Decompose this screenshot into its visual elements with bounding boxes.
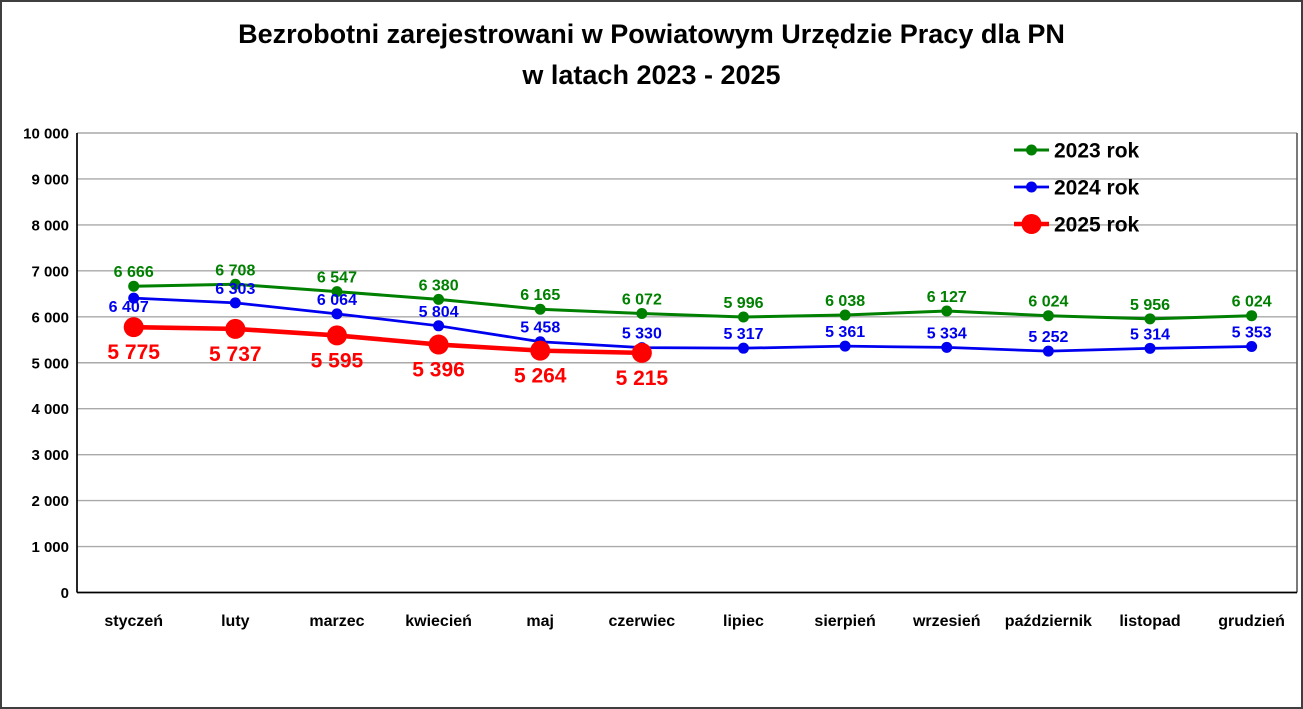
data-point-2023-rok xyxy=(636,307,648,319)
legend-marker-dot xyxy=(1026,144,1037,156)
y-axis-tick-label: 1 000 xyxy=(31,539,69,556)
data-label-2023-rok: 6 024 xyxy=(1028,294,1068,311)
data-label-2023-rok: 6 666 xyxy=(114,264,154,281)
data-label-2024-rok: 6 064 xyxy=(317,292,357,309)
data-point-2023-rok xyxy=(737,311,749,323)
data-label-2024-rok: 5 353 xyxy=(1232,325,1272,342)
data-label-2025-rok: 5 595 xyxy=(311,349,364,372)
x-axis-label: czerwiec xyxy=(608,613,675,630)
data-label-2023-rok: 5 956 xyxy=(1130,297,1170,314)
data-point-2025-rok xyxy=(123,317,144,338)
data-label-2023-rok: 6 072 xyxy=(622,291,662,308)
data-label-2025-rok: 5 396 xyxy=(412,359,465,382)
data-point-2024-rok xyxy=(331,308,343,320)
data-point-2024-rok xyxy=(737,342,749,354)
y-axis-tick-label: 6 000 xyxy=(31,309,69,326)
x-axis-label: listopad xyxy=(1119,613,1180,630)
data-point-2023-rok xyxy=(1246,310,1258,322)
legend-label: 2023 rok xyxy=(1054,140,1140,163)
data-label-2024-rok: 5 458 xyxy=(520,320,560,337)
data-point-2024-rok xyxy=(229,297,241,309)
data-label-2025-rok: 5 775 xyxy=(107,341,160,364)
chart-title-line2: w latach 2023 - 2025 xyxy=(522,60,781,90)
data-label-2023-rok: 6 547 xyxy=(317,270,357,287)
data-label-2025-rok: 5 264 xyxy=(514,365,567,388)
data-point-2024-rok xyxy=(128,292,140,304)
data-point-2025-rok xyxy=(326,325,347,346)
data-point-2024-rok xyxy=(433,320,445,332)
data-label-2024-rok: 5 334 xyxy=(927,325,967,342)
x-axis-label: styczeń xyxy=(104,613,163,630)
data-label-2023-rok: 6 165 xyxy=(520,287,560,304)
data-point-2024-rok xyxy=(941,341,953,353)
data-point-2023-rok xyxy=(128,280,140,292)
data-point-2023-rok xyxy=(433,293,445,305)
data-label-2024-rok: 5 317 xyxy=(723,326,763,343)
series-line-2025-rok xyxy=(133,324,642,356)
y-axis-tick-label: 4 000 xyxy=(31,401,69,418)
legend-item-2025-rok: 2025 rok xyxy=(1014,214,1140,237)
data-point-2025-rok xyxy=(631,342,652,363)
data-point-2023-rok xyxy=(534,303,546,315)
legend-label: 2025 rok xyxy=(1054,214,1140,237)
legend-item-2024-rok: 2024 rok xyxy=(1014,177,1140,200)
x-axis-label: wrzesień xyxy=(912,613,981,630)
data-point-2023-rok xyxy=(1144,313,1156,325)
data-label-2024-rok: 5 314 xyxy=(1130,326,1170,343)
data-point-2024-rok xyxy=(1042,345,1054,357)
x-axis-label: kwiecień xyxy=(405,613,472,630)
legend-marker-dot xyxy=(1021,214,1042,234)
data-label-2024-rok: 5 330 xyxy=(622,326,662,343)
x-axis-label: sierpień xyxy=(814,613,875,630)
data-point-2024-rok xyxy=(1246,341,1258,353)
data-point-2025-rok xyxy=(530,340,551,361)
data-point-2023-rok xyxy=(839,309,851,321)
data-label-2023-rok: 6 708 xyxy=(215,262,255,279)
data-label-2023-rok: 5 996 xyxy=(723,295,763,312)
chart-title-line1: Bezrobotni zarejestrowani w Powiatowym U… xyxy=(238,19,1065,49)
y-axis-tick-label: 2 000 xyxy=(31,493,69,510)
data-label-2024-rok: 5 804 xyxy=(419,304,459,321)
series-line-2024-rok xyxy=(133,296,1252,353)
y-axis-tick-label: 8 000 xyxy=(31,217,69,234)
data-label-2025-rok: 5 737 xyxy=(209,343,262,366)
data-label-2024-rok: 5 252 xyxy=(1028,329,1068,346)
data-label-2023-rok: 6 038 xyxy=(825,293,865,310)
data-label-2023-rok: 6 024 xyxy=(1232,294,1272,311)
x-axis-label: lipiec xyxy=(723,613,764,630)
data-point-2023-rok xyxy=(331,286,343,298)
data-label-2023-rok: 6 380 xyxy=(419,277,459,294)
y-axis-tick-label: 7 000 xyxy=(31,263,69,280)
legend-marker-dot xyxy=(1026,181,1037,193)
data-point-2023-rok xyxy=(229,278,241,290)
data-point-2025-rok xyxy=(428,334,449,355)
legend-item-2023-rok: 2023 rok xyxy=(1014,140,1140,163)
series-line-2023-rok xyxy=(133,282,1252,321)
x-axis-label: maj xyxy=(526,613,554,630)
data-label-2024-rok: 6 407 xyxy=(109,299,149,316)
y-axis-tick-label: 10 000 xyxy=(23,126,69,143)
data-label-2024-rok: 5 361 xyxy=(825,324,865,341)
y-axis-tick-label: 5 000 xyxy=(31,355,69,372)
data-point-2024-rok xyxy=(1144,342,1156,354)
data-point-2023-rok xyxy=(1042,310,1054,322)
data-label-2025-rok: 5 215 xyxy=(616,367,669,390)
x-axis-label: luty xyxy=(221,613,250,630)
data-label-2023-rok: 6 127 xyxy=(927,289,967,306)
x-axis-label: październik xyxy=(1005,613,1092,630)
x-axis-label: marzec xyxy=(309,613,364,630)
data-point-2023-rok xyxy=(941,305,953,317)
data-point-2024-rok xyxy=(839,340,851,352)
y-axis-tick-label: 9 000 xyxy=(31,171,69,188)
data-label-2024-rok: 6 303 xyxy=(215,281,255,298)
y-axis-tick-label: 3 000 xyxy=(31,447,69,464)
y-axis-tick-label: 0 xyxy=(61,585,69,602)
legend-label: 2024 rok xyxy=(1054,177,1140,200)
x-axis-label: grudzień xyxy=(1218,613,1285,630)
chart-title: Bezrobotni zarejestrowani w Powiatowym U… xyxy=(2,14,1301,96)
data-point-2025-rok xyxy=(225,318,246,339)
